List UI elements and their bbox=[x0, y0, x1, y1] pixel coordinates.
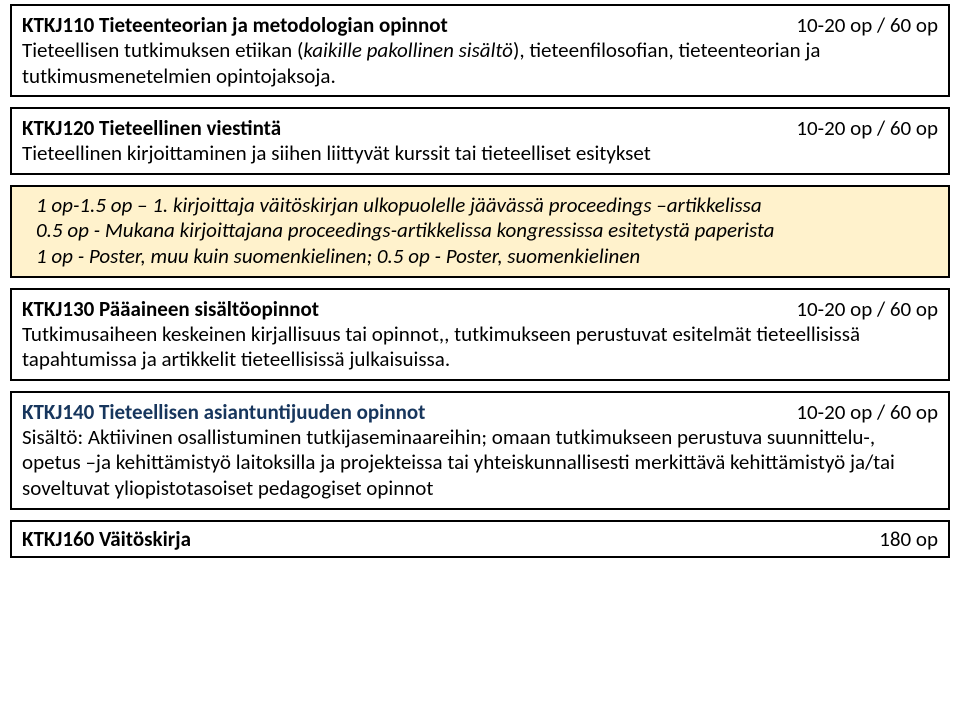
header-row: KTKJ140 Tieteellisen asiantuntijuuden op… bbox=[22, 399, 938, 425]
course-credits: 180 op bbox=[879, 526, 938, 552]
course-title: KTKJ110 Tieteenteorian ja metodologian o… bbox=[22, 12, 448, 38]
course-body: Tutkimusaiheen keskeinen kirjallisuus ta… bbox=[22, 322, 938, 373]
body-text-italic: kaikille pakollinen sisältö bbox=[303, 37, 513, 63]
rule-line-1: 1 op-1.5 op – 1. kirjoittaja väitöskirja… bbox=[22, 193, 938, 219]
course-box-ktkj120: KTKJ120 Tieteellinen viestintä 10-20 op … bbox=[10, 107, 950, 175]
rule-line-2: 0.5 op - Mukana kirjoittajana proceeding… bbox=[22, 218, 938, 244]
course-body: Tieteellisen tutkimuksen etiikan (kaikil… bbox=[22, 38, 938, 89]
body-text-part1: Tieteellisen tutkimuksen etiikan ( bbox=[22, 37, 303, 63]
course-box-ktkj130: KTKJ130 Pääaineen sisältöopinnot 10-20 o… bbox=[10, 288, 950, 381]
course-box-ktkj160: KTKJ160 Väitöskirja 180 op bbox=[10, 520, 950, 558]
course-title: KTKJ160 Väitöskirja bbox=[22, 526, 191, 552]
course-box-ktkj110: KTKJ110 Tieteenteorian ja metodologian o… bbox=[10, 4, 950, 97]
course-title: KTKJ120 Tieteellinen viestintä bbox=[22, 115, 281, 141]
course-body: Tieteellinen kirjoittaminen ja siihen li… bbox=[22, 141, 938, 167]
highlight-box-credits-rules: 1 op-1.5 op – 1. kirjoittaja väitöskirja… bbox=[10, 185, 950, 278]
course-title: KTKJ140 Tieteellisen asiantuntijuuden op… bbox=[22, 399, 425, 425]
course-credits: 10-20 op / 60 op bbox=[796, 399, 938, 425]
header-row: KTKJ130 Pääaineen sisältöopinnot 10-20 o… bbox=[22, 296, 938, 322]
course-credits: 10-20 op / 60 op bbox=[796, 296, 938, 322]
course-box-ktkj140: KTKJ140 Tieteellisen asiantuntijuuden op… bbox=[10, 391, 950, 510]
header-row: KTKJ160 Väitöskirja 180 op bbox=[22, 526, 938, 552]
course-credits: 10-20 op / 60 op bbox=[796, 12, 938, 38]
course-title: KTKJ130 Pääaineen sisältöopinnot bbox=[22, 296, 319, 322]
header-row: KTKJ120 Tieteellinen viestintä 10-20 op … bbox=[22, 115, 938, 141]
header-row: KTKJ110 Tieteenteorian ja metodologian o… bbox=[22, 12, 938, 38]
course-body: Sisältö: Aktiivinen osallistuminen tutki… bbox=[22, 425, 938, 502]
course-credits: 10-20 op / 60 op bbox=[796, 115, 938, 141]
rule-line-3: 1 op - Poster, muu kuin suomenkielinen; … bbox=[22, 244, 938, 270]
